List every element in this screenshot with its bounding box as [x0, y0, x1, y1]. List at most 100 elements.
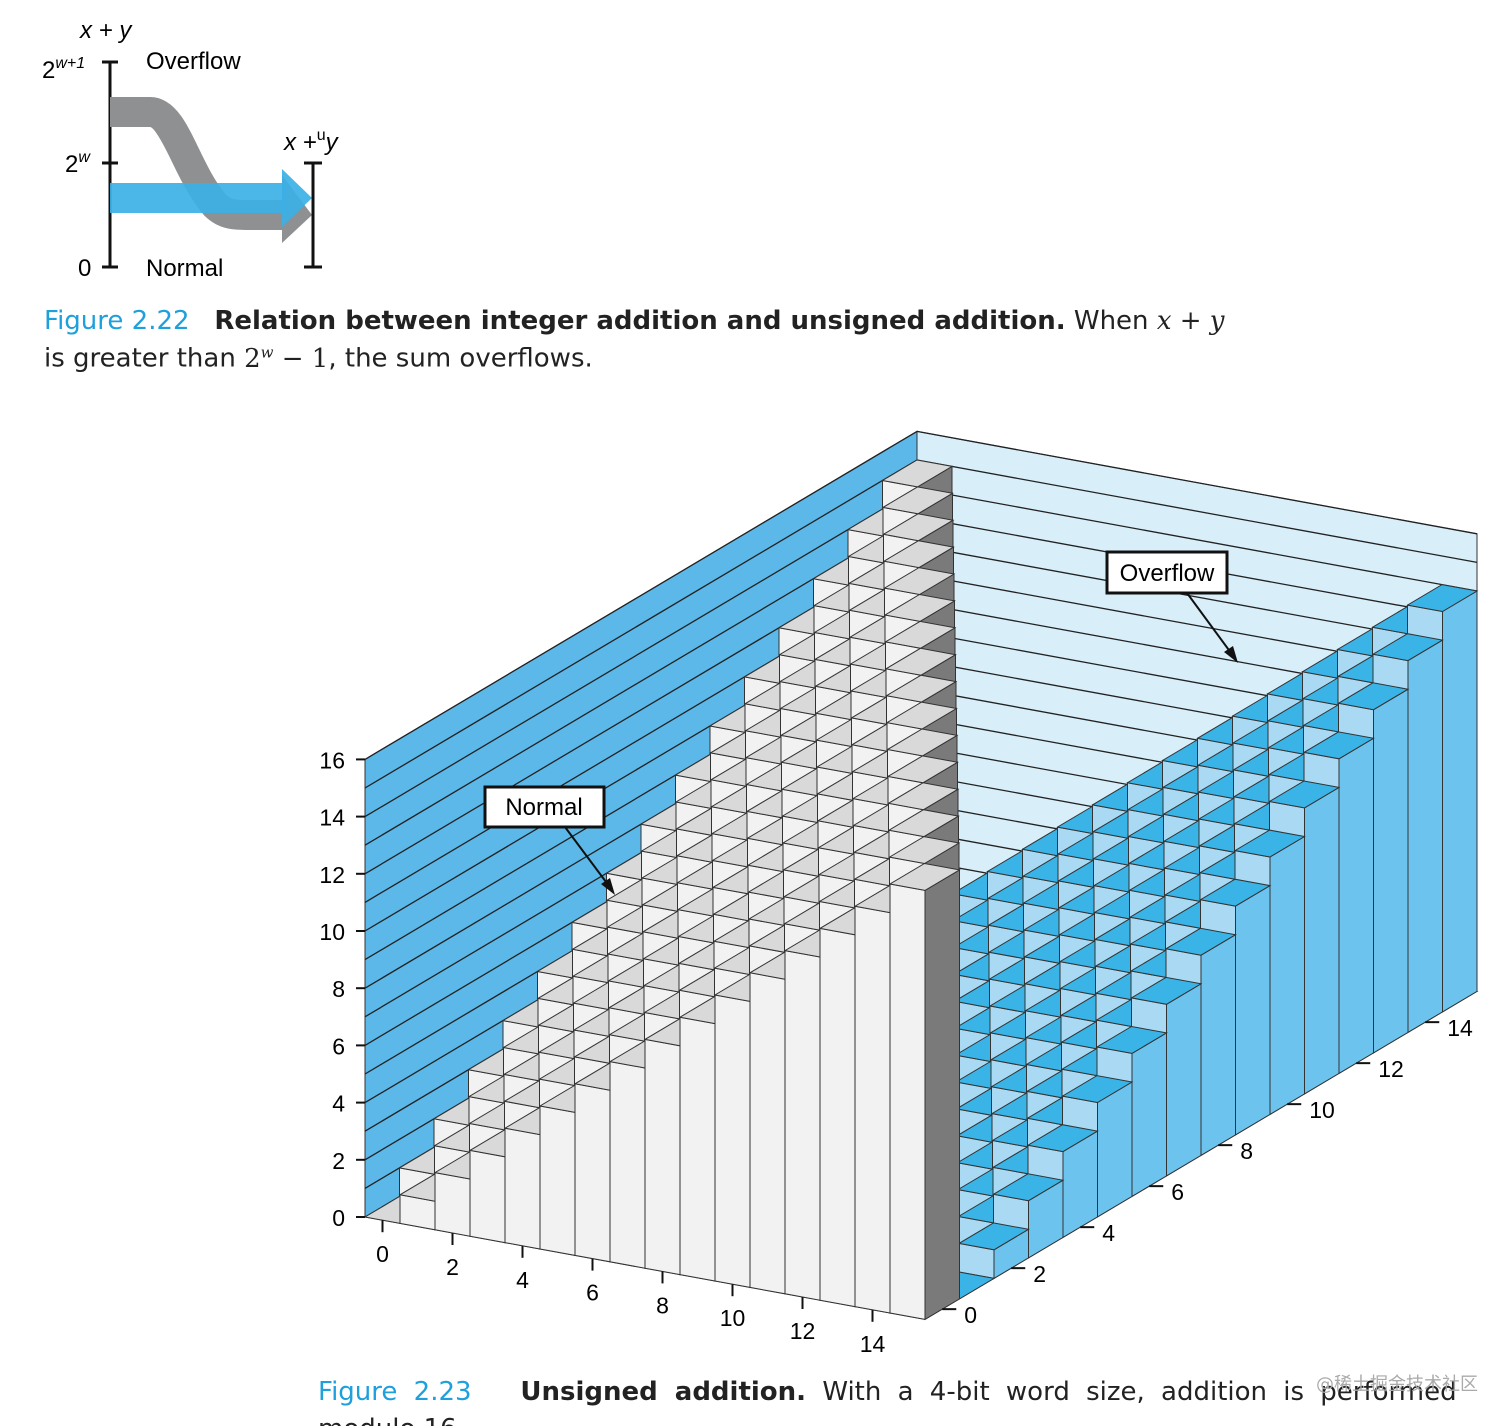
tick-mid: 2w — [65, 149, 91, 178]
math: x + y — [1156, 306, 1225, 336]
figure-label: Figure 2.22 — [44, 306, 190, 336]
caption-text: With a 4-bit word size, addition is perf… — [822, 1377, 1457, 1407]
bar-top — [884, 647, 957, 676]
bar-top — [1337, 682, 1410, 711]
bar-top — [882, 513, 955, 542]
bar-side — [1304, 786, 1340, 1095]
bar-side — [1131, 1032, 1167, 1198]
y-tick-label: 10 — [1309, 1097, 1335, 1123]
bar-top — [992, 1173, 1065, 1202]
bar-top — [1095, 1025, 1168, 1054]
tick-zero: 0 — [78, 255, 91, 282]
caption-text: modulo 16. — [318, 1414, 465, 1426]
bar-side — [1269, 835, 1305, 1116]
x-tick-label: 10 — [720, 1305, 746, 1331]
wall-line — [364, 430, 918, 760]
bar-top — [883, 567, 956, 596]
bar-front — [714, 994, 751, 1288]
overflow-callout: Overflow — [1105, 550, 1238, 663]
bar-top — [888, 862, 961, 891]
wall-line — [916, 430, 1478, 535]
overflow-label: Overflow — [146, 48, 241, 75]
bar-top — [887, 782, 960, 811]
caption-text: , the sum overflows. — [328, 343, 593, 374]
bar-top — [1199, 878, 1272, 907]
z-tick-label: 8 — [332, 976, 345, 1002]
z-tick-label: 14 — [319, 805, 345, 831]
bar-top — [882, 540, 955, 569]
normal-label: Normal — [505, 794, 582, 821]
wall-line — [364, 488, 918, 818]
y-tick-label: 8 — [1240, 1138, 1253, 1164]
bar-front — [644, 1038, 681, 1276]
caption-line: Figure 2.22 Relation between integer add… — [44, 306, 1224, 336]
bar-side — [1373, 688, 1409, 1054]
bar-front — [889, 883, 926, 1320]
bar-top — [1026, 1124, 1099, 1153]
x-tick-label: 2 — [446, 1254, 459, 1280]
bar-top — [1406, 584, 1479, 613]
y-tick-label: 2 — [1033, 1261, 1046, 1287]
math: 2w − 1 — [244, 343, 329, 374]
z-tick-label: 10 — [319, 919, 345, 945]
x-tick-label: 4 — [516, 1267, 529, 1293]
x-tick-label: 12 — [790, 1318, 816, 1344]
z-tick-label: 6 — [332, 1033, 345, 1059]
bar-top — [881, 486, 954, 515]
caption-line: Figure 2.23 Unsigned addition. With a 4-… — [318, 1377, 1457, 1407]
watermark: @稀土掘金技术社区 — [1316, 1374, 1478, 1395]
normal-label: Normal — [146, 255, 223, 282]
bar-top — [886, 728, 959, 757]
bar-front — [504, 1127, 541, 1250]
bar-top — [1371, 633, 1444, 662]
overflow-label: Overflow — [1120, 560, 1215, 587]
bar-top — [1061, 1075, 1134, 1104]
result-label: x +uy — [283, 127, 340, 156]
bar-front — [749, 972, 786, 1295]
bar-top — [1268, 780, 1341, 809]
caption-title: Relation between integer addition and un… — [214, 306, 1066, 336]
bar-top — [1164, 927, 1237, 956]
y-tick-label: 12 — [1378, 1056, 1404, 1082]
z-tick-label: 0 — [332, 1205, 345, 1231]
bar-top — [957, 1222, 1030, 1251]
x-tick-label: 6 — [586, 1280, 599, 1306]
bar-front — [784, 950, 821, 1301]
bar-top — [883, 593, 956, 622]
wall-line — [916, 459, 1478, 564]
bar-side — [1200, 933, 1236, 1157]
figure-label: Figure 2.23 — [318, 1377, 472, 1407]
bar-side — [1407, 639, 1443, 1034]
bar-top — [887, 809, 960, 838]
bar-top — [881, 459, 954, 488]
bar-front — [609, 1061, 646, 1269]
overflow-diagram: x + y 2w+1 2w 0 Overflow Normal x +uy — [42, 17, 340, 282]
bar-front — [819, 927, 856, 1308]
bar-side — [1442, 590, 1478, 1013]
bar-top — [885, 674, 958, 703]
bar-front — [574, 1083, 611, 1263]
bar-top — [888, 836, 961, 865]
x-tick-label: 0 — [376, 1241, 389, 1267]
caption-text: is greater than — [44, 343, 236, 374]
y-tick-label: 6 — [1171, 1179, 1184, 1205]
y-tick-label: 0 — [964, 1302, 977, 1328]
wall-line — [916, 487, 1478, 592]
caption-title: Unsigned addition. — [520, 1377, 807, 1407]
bar-top — [884, 620, 957, 649]
bar-top — [886, 755, 959, 784]
z-tick-label: 2 — [332, 1148, 345, 1174]
normal-callout: Normal — [483, 785, 615, 895]
x-tick-label: 8 — [656, 1292, 669, 1318]
z-tick-label: 4 — [332, 1091, 345, 1117]
caption-text: When — [1073, 306, 1149, 336]
y-tick-label: 14 — [1447, 1015, 1473, 1041]
bar-side — [1097, 1081, 1133, 1218]
z-tick-label: 12 — [319, 862, 345, 888]
bar-side — [1338, 737, 1374, 1075]
z-tick-label: 16 — [319, 747, 345, 773]
caption-line: modulo 16. — [318, 1414, 465, 1426]
bar-top — [1302, 731, 1375, 760]
